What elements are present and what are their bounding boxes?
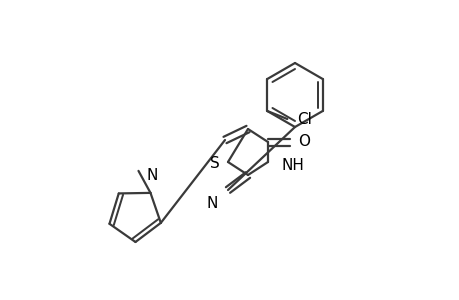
Text: Cl: Cl xyxy=(297,112,312,127)
Text: S: S xyxy=(210,157,219,172)
Text: N: N xyxy=(146,168,158,183)
Text: O: O xyxy=(297,134,309,149)
Text: NH: NH xyxy=(281,158,304,172)
Text: N: N xyxy=(206,196,218,211)
